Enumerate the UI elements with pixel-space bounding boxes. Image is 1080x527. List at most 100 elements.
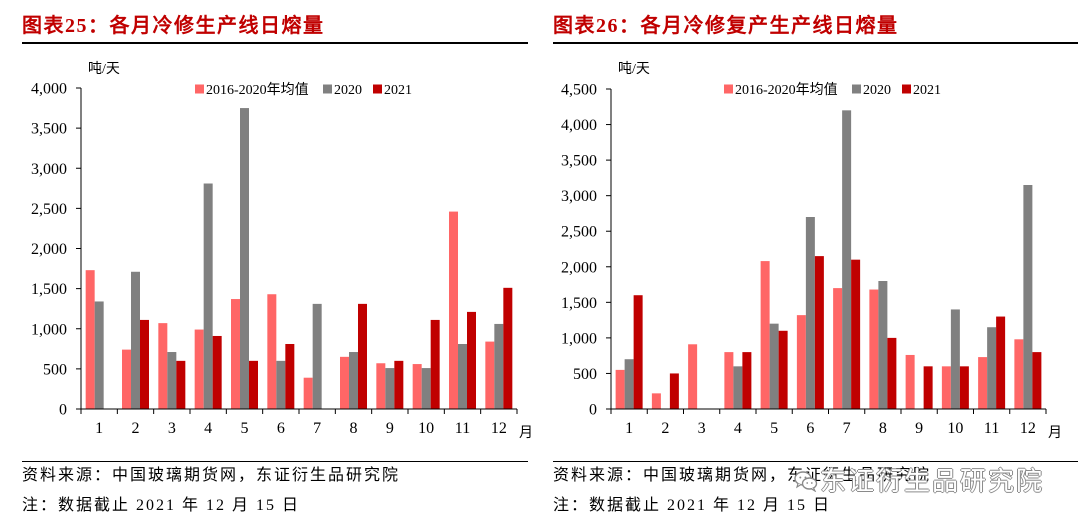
y-tick-label: 4,000 — [31, 81, 67, 98]
y-tick-label: 3,500 — [561, 153, 597, 170]
x-tick-label: 5 — [241, 420, 249, 437]
x-tick-label: 8 — [350, 420, 358, 437]
bar-series1-month-10 — [412, 364, 422, 409]
y-tick-label: 1,000 — [561, 330, 597, 347]
x-axis-unit-label: 月 — [519, 425, 533, 441]
bar-series1-month-3 — [158, 323, 168, 409]
bar-series3-month-6 — [285, 343, 295, 409]
y-tick-label: 1,500 — [31, 281, 67, 298]
bar-series1-month-9 — [376, 363, 386, 409]
watermark-text: 东证衍生品研究院 — [820, 466, 1045, 496]
bar-chart-cold-repair: 0 500 1,000 1,500 2,000 2,500 3,000 3,500 4,000 1… — [31, 61, 533, 441]
bar-series1-month-7 — [833, 288, 843, 409]
bar-series3-month-5 — [778, 330, 788, 409]
y-tick-label: 0 — [589, 402, 597, 419]
bar-series1-month-11 — [978, 357, 988, 409]
y-tick-label: 4,500 — [561, 82, 597, 99]
x-tick-label: 6 — [806, 420, 814, 437]
bar-series1-month-12 — [1014, 339, 1024, 409]
x-tick-label: 5 — [770, 420, 778, 437]
bar-series3-month-4 — [742, 352, 752, 409]
y-axis-unit-label: 吨/天 — [88, 61, 120, 77]
bar-series2-month-4 — [203, 183, 213, 409]
bar-series1-month-1 — [85, 270, 95, 409]
y-tick-label: 4,000 — [561, 117, 597, 134]
bar-series1-month-9 — [905, 354, 915, 409]
bar-series2-month-5 — [769, 323, 779, 409]
bar-series2-month-10 — [421, 368, 431, 409]
legend-swatch-series3 — [902, 84, 911, 94]
legend-label-series2: 2020 — [863, 83, 891, 98]
x-tick-label: 1 — [625, 420, 633, 437]
bar-series3-month-12 — [503, 287, 513, 409]
y-tick-label: 3,500 — [31, 121, 67, 138]
bar-series1-month-7 — [303, 377, 313, 409]
bar-series2-month-7 — [312, 303, 322, 409]
bar-series1-month-8 — [869, 289, 879, 409]
bar-series3-month-8 — [887, 337, 897, 409]
x-tick-label: 4 — [204, 420, 212, 437]
x-tick-label: 1 — [95, 420, 103, 437]
bar-series2-month-6 — [805, 217, 815, 409]
x-tick-label: 2 — [661, 420, 669, 437]
y-tick-label: 0 — [59, 402, 67, 419]
bar-series3-month-6 — [814, 256, 824, 409]
y-tick-label: 3,000 — [561, 188, 597, 205]
y-tick-label: 1,500 — [561, 295, 597, 312]
note-text-left: 注：数据截止 2021 年 12 月 15 日 — [22, 497, 301, 514]
x-tick-label: 7 — [313, 420, 321, 437]
x-tick-label: 10 — [947, 420, 963, 437]
y-tick-label: 3,000 — [31, 161, 67, 178]
chart-title-right: 图表26：各月冷修复产生产线日熔量 — [553, 15, 899, 37]
legend-swatch-series1 — [724, 84, 733, 94]
bar-series3-month-2 — [669, 373, 679, 409]
bar-series1-month-4 — [724, 352, 734, 409]
x-tick-label: 8 — [879, 420, 887, 437]
bar-series3-month-3 — [176, 360, 186, 409]
bar-series1-month-5 — [760, 261, 770, 409]
y-tick-label: 2,000 — [561, 259, 597, 276]
bar-series1-month-11 — [449, 211, 458, 409]
bar-series1-month-10 — [941, 366, 951, 409]
legend-label-series2: 2020 — [334, 83, 362, 98]
x-tick-label: 11 — [984, 420, 999, 437]
bar-series1-month-4 — [194, 329, 204, 409]
bar-series2-month-3 — [167, 352, 177, 409]
x-tick-label: 6 — [277, 420, 285, 437]
bar-series1-month-3 — [688, 344, 698, 409]
bar-series2-month-9 — [385, 368, 395, 409]
bar-series2-month-6 — [276, 360, 286, 409]
bar-series1-month-6 — [267, 294, 277, 409]
y-tick-label: 2,500 — [561, 224, 597, 241]
legend-swatch-series2 — [323, 84, 332, 94]
x-tick-label: 3 — [168, 420, 176, 437]
y-axis-unit-label: 吨/天 — [618, 61, 650, 77]
bar-series1-month-8 — [340, 356, 349, 409]
bar-series3-month-12 — [1032, 352, 1042, 409]
legend-swatch-series2 — [852, 84, 861, 94]
x-axis-unit-label: 月 — [1048, 425, 1062, 441]
footer-rule-left — [22, 461, 528, 462]
bar-series3-month-9 — [394, 360, 404, 409]
y-tick-label: 500 — [573, 366, 597, 383]
x-tick-label: 10 — [418, 420, 434, 437]
bar-series2-month-5 — [240, 108, 249, 409]
bar-series2-month-2 — [131, 271, 140, 409]
title-rule-left — [22, 42, 528, 44]
x-tick-label: 3 — [698, 420, 706, 437]
bar-series1-month-1 — [615, 369, 625, 409]
note-text-right: 注：数据截止 2021 年 12 月 15 日 — [553, 497, 832, 514]
y-tick-label: 1,000 — [31, 321, 67, 338]
bar-series3-month-8 — [358, 303, 367, 409]
legend-label-series3: 2021 — [384, 83, 412, 98]
x-tick-label: 4 — [734, 420, 742, 437]
bar-series3-month-2 — [140, 319, 149, 409]
wechat-icon — [794, 471, 818, 492]
footer-rule-right — [553, 461, 1078, 462]
bar-series3-month-11 — [467, 311, 476, 409]
bar-series3-month-5 — [249, 360, 258, 409]
bar-chart-cold-repair-restart: 0 500 1,000 1,500 2,000 2,500 3,000 3,500 4,000 4… — [561, 61, 1062, 441]
bar-series2-month-7 — [842, 110, 852, 409]
x-tick-label: 12 — [1020, 420, 1036, 437]
